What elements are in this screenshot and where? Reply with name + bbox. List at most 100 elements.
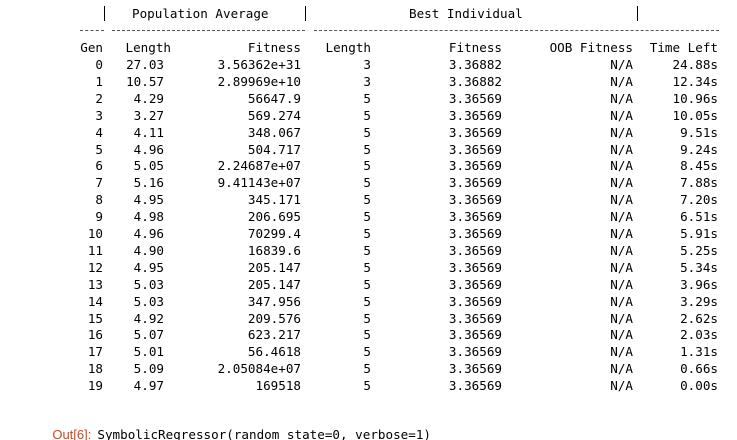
- cell-avg-length: 5.03: [133, 293, 164, 309]
- cell-best-fitness: 3.36569: [448, 310, 502, 326]
- cell-best-fitness: 3.36882: [448, 73, 502, 89]
- cell-best-length: 5: [363, 378, 371, 394]
- cell-time-left: 0.00s: [680, 378, 718, 394]
- cell-best-length: 5: [363, 175, 371, 191]
- column-header-line: Gen Length Fitness Length Fitness OOB Fi…: [0, 39, 737, 56]
- cell-avg-fitness: 169518: [255, 378, 302, 394]
- cell-oob-fitness: N/A: [610, 276, 633, 292]
- cell-avg-fitness: 9.41143e+07: [217, 175, 301, 191]
- cell-gen: 18: [87, 361, 103, 377]
- cell-best-fitness: 3.36569: [448, 293, 502, 309]
- cell-best-length: 5: [363, 293, 371, 309]
- cell-best-fitness: 3.36569: [448, 107, 502, 123]
- cell-oob-fitness: N/A: [610, 73, 633, 89]
- cell-avg-length: 5.07: [133, 327, 164, 343]
- cell-gen: 6: [95, 158, 103, 174]
- cell-best-fitness: 3.36569: [448, 90, 502, 106]
- cell-avg-length: 3.27: [133, 107, 164, 123]
- cell-best-length: 5: [363, 90, 371, 106]
- table-row: 1 10.57 2.89969e+10 3 3.36882 N/A 12.34s: [0, 73, 737, 90]
- cell-best-length: 3: [363, 73, 371, 89]
- cell-avg-length: 4.97: [133, 378, 164, 394]
- table-row: 2 4.29 56647.9 5 3.36569 N/A 10.96s: [0, 90, 737, 107]
- cell-gen: 19: [87, 378, 103, 394]
- cell-avg-fitness: 569.274: [247, 107, 301, 123]
- cell-avg-fitness: 56647.9: [247, 90, 301, 106]
- cell-avg-fitness: 2.24687e+07: [217, 158, 301, 174]
- cell-avg-fitness: 347.956: [247, 293, 301, 309]
- cell-gen: 15: [87, 310, 103, 326]
- cell-avg-length: 4.96: [133, 226, 164, 241]
- cell-avg-fitness: 205.147: [247, 276, 301, 292]
- cell-avg-length: 5.09: [133, 361, 164, 377]
- col-header-fitness: Fitness: [247, 40, 301, 55]
- cell-time-left: 7.88s: [680, 175, 718, 191]
- cell-time-left: 5.34s: [680, 259, 718, 275]
- dashed-rule-line: [0, 22, 737, 39]
- cell-best-fitness: 3.36569: [448, 158, 502, 174]
- cell-oob-fitness: N/A: [610, 175, 633, 191]
- table-row: 7 5.16 9.41143e+07 5 3.36569 N/A 7.88s: [0, 174, 737, 191]
- cell-best-length: 5: [363, 209, 371, 225]
- cell-best-length: 5: [363, 141, 371, 157]
- cell-avg-length: 4.29: [133, 90, 164, 106]
- column-separator: [104, 6, 105, 21]
- cell-oob-fitness: N/A: [610, 124, 633, 140]
- table-row: 17 5.01 56.4618 5 3.36569 N/A 1.31s: [0, 343, 737, 360]
- cell-time-left: 10.05s: [672, 107, 719, 123]
- cell-oob-fitness: N/A: [610, 259, 633, 275]
- dash-rule: [314, 30, 719, 31]
- output-repr-text: SymbolicRegressor(random_state=0, verbos…: [97, 427, 431, 440]
- cell-gen: 10: [87, 226, 103, 241]
- cell-oob-fitness: N/A: [610, 57, 633, 72]
- cell-best-fitness: 3.36569: [448, 344, 502, 360]
- cell-oob-fitness: N/A: [610, 226, 633, 241]
- cell-time-left: 12.34s: [672, 73, 719, 89]
- cell-avg-fitness: 3.56362e+31: [217, 57, 301, 72]
- cell-best-length: 5: [363, 107, 371, 123]
- cell-avg-fitness: 56.4618: [247, 344, 301, 360]
- header-population-average: Population Average: [132, 6, 269, 21]
- cell-avg-length: 4.95: [133, 192, 164, 208]
- cell-best-fitness: 3.36569: [448, 378, 502, 394]
- cell-best-fitness: 3.36569: [448, 361, 502, 377]
- cell-time-left: 9.51s: [680, 124, 718, 140]
- table-row: 4 4.11 348.067 5 3.36569 N/A 9.51s: [0, 124, 737, 141]
- cell-best-length: 5: [363, 310, 371, 326]
- cell-avg-length: 4.95: [133, 259, 164, 275]
- column-separator: [305, 6, 306, 21]
- cell-avg-fitness: 623.217: [247, 327, 301, 343]
- cell-oob-fitness: N/A: [610, 141, 633, 157]
- cell-oob-fitness: N/A: [610, 344, 633, 360]
- table-row: 8 4.95 345.171 5 3.36569 N/A 7.20s: [0, 191, 737, 208]
- table-row: 14 5.03 347.956 5 3.36569 N/A 3.29s: [0, 293, 737, 310]
- table-row: 18 5.09 2.05084e+07 5 3.36569 N/A 0.66s: [0, 360, 737, 377]
- cell-best-fitness: 3.36569: [448, 124, 502, 140]
- cell-time-left: 1.31s: [680, 344, 718, 360]
- cell-time-left: 6.51s: [680, 209, 718, 225]
- cell-oob-fitness: N/A: [610, 378, 633, 394]
- output-result-line: Out[6]: SymbolicRegressor(random_state=0,…: [22, 408, 431, 440]
- cell-gen: 4: [95, 124, 103, 140]
- col-header-best-length: Length: [325, 40, 372, 55]
- table-row: 3 3.27 569.274 5 3.36569 N/A 10.05s: [0, 107, 737, 124]
- col-header-oob-fitness: OOB Fitness: [549, 40, 633, 55]
- cell-best-fitness: 3.36569: [448, 175, 502, 191]
- cell-oob-fitness: N/A: [610, 107, 633, 123]
- cell-time-left: 8.45s: [680, 158, 718, 174]
- cell-avg-fitness: 206.695: [247, 209, 301, 225]
- cell-gen: 8: [95, 192, 103, 208]
- table-row: 19 4.97 169518 5 3.36569 N/A 0.00s: [0, 377, 737, 394]
- cell-oob-fitness: N/A: [610, 90, 633, 106]
- cell-avg-fitness: 345.171: [247, 192, 301, 208]
- group-header-line: Population Average Best Individual: [0, 5, 737, 22]
- cell-avg-length: 5.03: [133, 276, 164, 292]
- cell-best-length: 5: [363, 344, 371, 360]
- cell-avg-length: 4.11: [133, 124, 164, 140]
- cell-gen: 5: [95, 141, 103, 157]
- cell-best-length: 5: [363, 259, 371, 275]
- cell-avg-length: 27.03: [126, 57, 164, 72]
- cell-time-left: 9.24s: [680, 141, 718, 157]
- cell-best-length: 5: [363, 276, 371, 292]
- cell-gen: 13: [87, 276, 103, 292]
